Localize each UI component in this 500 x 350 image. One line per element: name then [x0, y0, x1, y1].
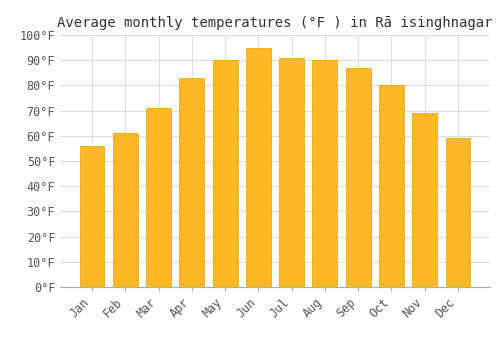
- Bar: [146, 108, 171, 287]
- Bar: [113, 133, 138, 287]
- Bar: [180, 78, 204, 287]
- Bar: [80, 146, 104, 287]
- Bar: [212, 60, 238, 287]
- Bar: [279, 58, 304, 287]
- Bar: [446, 138, 470, 287]
- Bar: [412, 113, 437, 287]
- Bar: [346, 68, 370, 287]
- Bar: [379, 85, 404, 287]
- Title: Average monthly temperatures (°F ) in Rā isinghnagar: Average monthly temperatures (°F ) in Rā…: [57, 16, 493, 30]
- Bar: [312, 60, 338, 287]
- Bar: [246, 48, 271, 287]
